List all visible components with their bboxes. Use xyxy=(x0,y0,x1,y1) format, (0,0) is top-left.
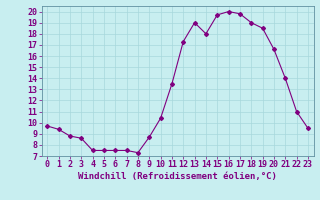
X-axis label: Windchill (Refroidissement éolien,°C): Windchill (Refroidissement éolien,°C) xyxy=(78,172,277,181)
